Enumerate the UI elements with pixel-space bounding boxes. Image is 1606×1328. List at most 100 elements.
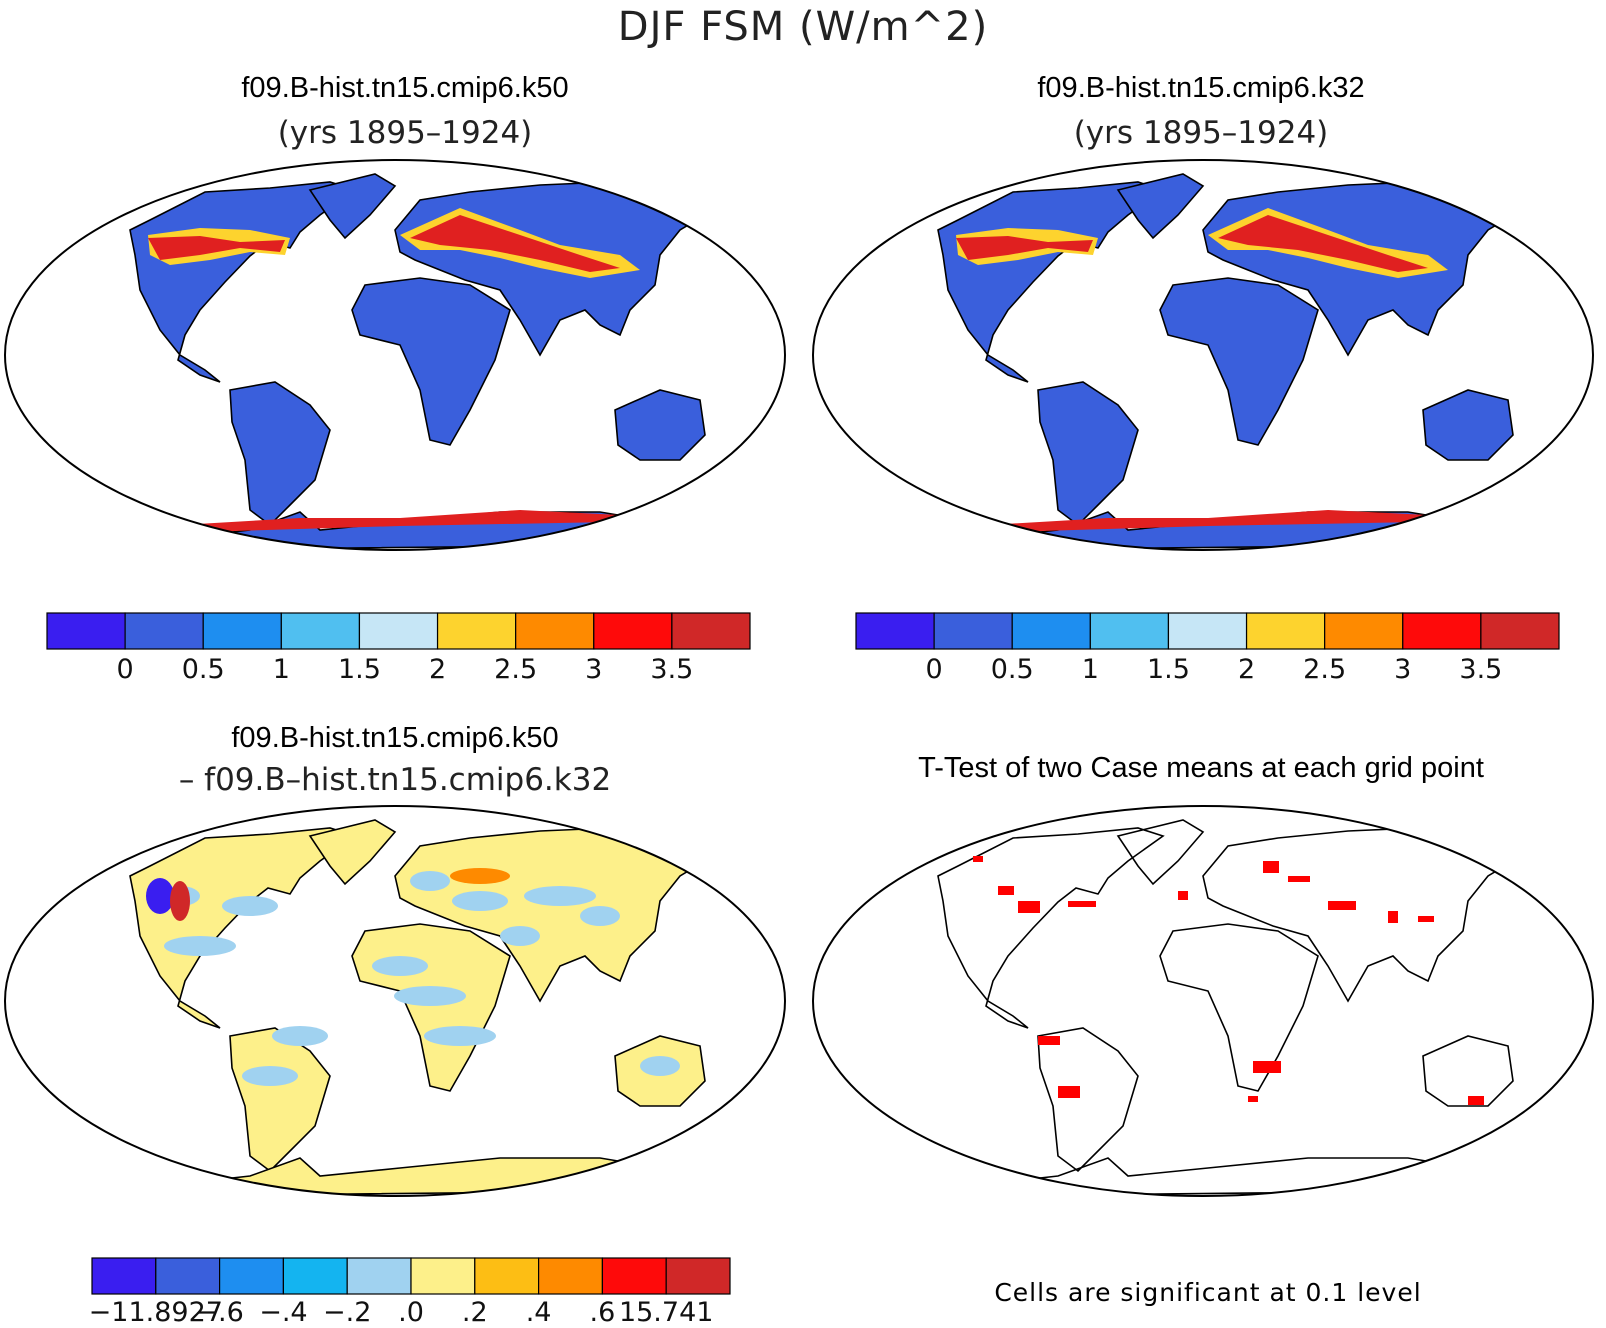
colorbar-box [219, 1257, 285, 1295]
diff-negative-patch [452, 891, 508, 911]
diff-negative-patch [640, 1056, 680, 1076]
colorbar-box [410, 1257, 476, 1295]
continent-greenland [308, 173, 397, 240]
significant-cell [1068, 901, 1096, 907]
significant-cell [1058, 1086, 1080, 1098]
continent-africa [351, 277, 511, 446]
significant-cell [998, 886, 1014, 895]
significant-cell [1263, 861, 1279, 873]
colorbar-tick-label: 1 [1081, 654, 1099, 685]
colorbar-box [124, 612, 204, 650]
diff-negative-patch [424, 1026, 496, 1046]
figure-title: DJF FSM (W/m^2) [617, 4, 989, 50]
colorbar-k32 [855, 612, 1560, 650]
colorbar-tick-label: −.2 [322, 1297, 372, 1328]
continent-samerica [229, 1027, 331, 1173]
diff-strong-negative [146, 878, 174, 914]
continent-africa [351, 923, 511, 1092]
diff-negative-patch [524, 886, 596, 906]
panel4-title: T-Test of two Case means at each grid po… [918, 752, 1484, 784]
map-land-layer [129, 819, 707, 1196]
colorbar-tick-label: .6 [589, 1297, 616, 1328]
significant-cell [1018, 901, 1040, 913]
panel3-title: f09.B-hist.tn15.cmip6.k50 [231, 722, 559, 754]
diff-negative-patch [164, 936, 236, 956]
map-panel-k50 [4, 159, 786, 551]
significant-cell [1418, 916, 1434, 922]
continent-samerica [1037, 381, 1139, 527]
significant-cell [1468, 1096, 1484, 1105]
diff-negative-patch [272, 1026, 328, 1046]
eu-hot-band [410, 215, 620, 272]
significant-cell [1388, 911, 1398, 923]
colorbar-tick-label: 0.5 [990, 654, 1034, 685]
colorbar-tick-label: 0.5 [181, 654, 225, 685]
diff-positive-patch [450, 868, 510, 884]
eu-hot-band [1218, 215, 1428, 272]
colorbar-tick-label: −.6 [195, 1297, 244, 1328]
colorbar-tick-label: 3 [1394, 654, 1412, 685]
colorbar-box [91, 1257, 157, 1295]
colorbar-tick-label: 1.5 [1146, 654, 1190, 685]
map-panel-difference [4, 805, 786, 1197]
panel1-title: f09.B-hist.tn15.cmip6.k50 [241, 72, 569, 104]
significant-cell [1328, 901, 1356, 910]
map-frame [4, 805, 786, 1197]
map-frame [4, 159, 786, 551]
continent-namerica [129, 181, 357, 383]
significance-note: Cells are significant at 0.1 level [994, 1278, 1422, 1307]
diff-negative-patch [410, 871, 450, 891]
colorbar-tick-label: 2 [428, 654, 447, 685]
map-frame [812, 805, 1594, 1197]
map-frame [812, 159, 1594, 551]
colorbar-tick-label: 0 [925, 654, 943, 685]
na-hot-band [956, 236, 1093, 260]
continent-samerica [229, 381, 331, 527]
na-hot-band [148, 236, 285, 260]
diff-negative-patch [222, 896, 278, 916]
diff-negative-patch [372, 956, 428, 976]
colorbar-box [46, 612, 126, 650]
continent-australia [1422, 389, 1514, 461]
panel3-subtitle: – f09.B–hist.tn15.cmip6.k32 [178, 762, 612, 798]
map-land-layer [937, 819, 1515, 1196]
continent-namerica [129, 827, 357, 1029]
colorbar-box [1480, 612, 1560, 650]
colorbar-box [1167, 612, 1248, 650]
colorbar-tick-label: 15.741 [618, 1297, 714, 1328]
colorbar-box [515, 612, 595, 650]
colorbar-box [280, 612, 361, 650]
colorbar-box [1245, 612, 1326, 650]
colorbar-tick-label: 3.5 [650, 654, 694, 685]
continent-antarctica [159, 1157, 662, 1196]
continent-greenland [1116, 819, 1205, 886]
continent-australia [1422, 1035, 1514, 1107]
diff-strong-positive [170, 881, 190, 921]
continent-antarctica [967, 1157, 1470, 1196]
colorbar-tick-label: 3 [585, 654, 603, 685]
colorbar-k50-labels: 0 0.5 1 1.5 2 2.5 3 3.5 [46, 654, 751, 690]
diff-negative-patch [500, 926, 540, 946]
antarctic-hot-band [988, 510, 1428, 532]
colorbar-tick-label: .2 [461, 1297, 488, 1328]
colorbar-tick-label: 2.5 [494, 654, 538, 685]
colorbar-box [671, 612, 751, 650]
colorbar-k50 [46, 612, 751, 650]
panel2-subtitle: (yrs 1895–1924) [1073, 115, 1329, 151]
continent-eurasia [1202, 827, 1515, 1003]
significant-cell [1288, 876, 1310, 882]
colorbar-box [1324, 612, 1404, 650]
colorbar-box [155, 1257, 221, 1295]
colorbar-box [474, 1257, 540, 1295]
colorbar-box [282, 1257, 348, 1295]
continent-africa [1159, 277, 1319, 446]
colorbar-box [1011, 612, 1091, 650]
colorbar-tick-label: 1 [272, 654, 290, 685]
map-panel-ttest [812, 805, 1594, 1197]
colorbar-box [933, 612, 1013, 650]
significant-cell [973, 856, 983, 862]
continent-namerica [937, 181, 1165, 383]
colorbar-box [593, 612, 673, 650]
colorbar-k32-labels: 0 0.5 1 1.5 2 2.5 3 3.5 [855, 654, 1560, 690]
continent-greenland [308, 819, 397, 886]
